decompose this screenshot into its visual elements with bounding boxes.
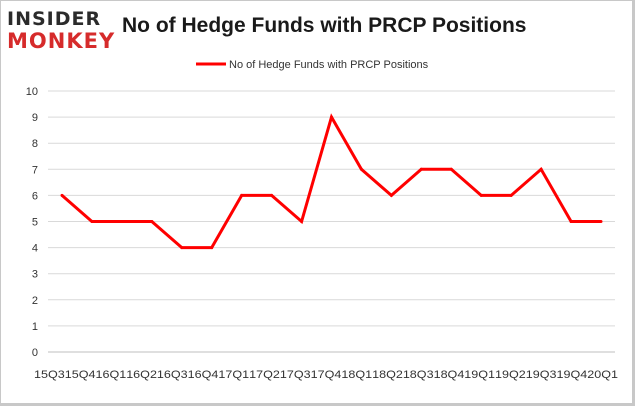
x-tick-label: 17Q1: [218, 369, 249, 381]
y-tick-label: 3: [32, 269, 38, 281]
x-tick-label: 19Q4: [557, 369, 588, 381]
data-point: [240, 193, 244, 197]
data-point: [509, 193, 513, 197]
y-tick-label: 5: [32, 217, 38, 229]
logo-line-2: MONKEY: [7, 29, 116, 53]
data-point: [569, 220, 573, 223]
x-tick-label: 19Q1: [464, 369, 495, 381]
y-tick-label: 0: [32, 347, 38, 359]
data-point: [210, 246, 214, 250]
data-point: [419, 167, 423, 171]
x-tick-label: 19Q2: [495, 369, 526, 381]
x-tick-label: 17Q4: [311, 369, 342, 381]
data-point: [60, 193, 64, 197]
x-tick-label: 19Q3: [526, 369, 557, 381]
data-point: [150, 220, 154, 223]
x-tick-label: 16Q4: [188, 369, 219, 381]
x-tick-label: 18Q4: [434, 369, 465, 381]
x-tick-label: 18Q1: [341, 369, 372, 381]
x-tick-label: 17Q2: [249, 369, 280, 381]
data-point: [270, 193, 274, 197]
y-tick-label: 10: [26, 86, 38, 98]
insider-monkey-logo: INSIDER MONKEY: [7, 8, 117, 54]
data-point: [90, 220, 94, 223]
x-tick-label: 15Q3: [34, 369, 65, 381]
y-tick-label: 9: [32, 112, 38, 124]
x-tick-label: 18Q3: [403, 369, 434, 381]
x-tick-label: 16Q3: [157, 369, 188, 381]
data-point: [449, 167, 453, 171]
x-tick-label: 18Q2: [372, 369, 403, 381]
data-point: [359, 167, 363, 171]
data-point: [180, 246, 184, 250]
x-tick-label: 17Q3: [280, 369, 311, 381]
y-tick-label: 1: [32, 321, 38, 333]
legend: No of Hedge Funds with PRCP Positions: [196, 59, 429, 71]
data-point: [330, 115, 333, 119]
series-line-0: [61, 113, 601, 250]
x-tick-label: 15Q4: [65, 369, 96, 381]
x-tick-label: 16Q1: [95, 369, 126, 381]
x-tick-label: 20Q1: [587, 369, 618, 381]
y-axis-ticks: 0 1 2 3 4 5 6 7 8 9 10: [26, 86, 38, 359]
chart-title: No of Hedge Funds with PRCP Positions: [122, 14, 527, 37]
series-layer: [60, 113, 603, 250]
legend-label: No of Hedge Funds with PRCP Positions: [229, 59, 429, 71]
data-point: [300, 220, 304, 223]
data-point: [479, 193, 483, 197]
y-tick-label: 8: [32, 138, 38, 150]
y-tick-label: 7: [32, 164, 38, 176]
x-axis-ticks: 15Q3 15Q4 16Q1 16Q2 16Q3 16Q4 17Q1 17Q2 17Q3 17Q4…: [34, 369, 618, 381]
data-point: [120, 220, 124, 223]
data-point: [599, 220, 603, 223]
y-tick-label: 4: [32, 243, 38, 255]
gridlines: [48, 90, 615, 353]
logo-line-1: INSIDER: [7, 8, 102, 30]
y-tick-label: 6: [32, 190, 38, 202]
data-point: [539, 167, 543, 171]
y-tick-label: 2: [32, 295, 38, 307]
data-point: [389, 193, 393, 197]
x-tick-label: 16Q2: [126, 369, 157, 381]
